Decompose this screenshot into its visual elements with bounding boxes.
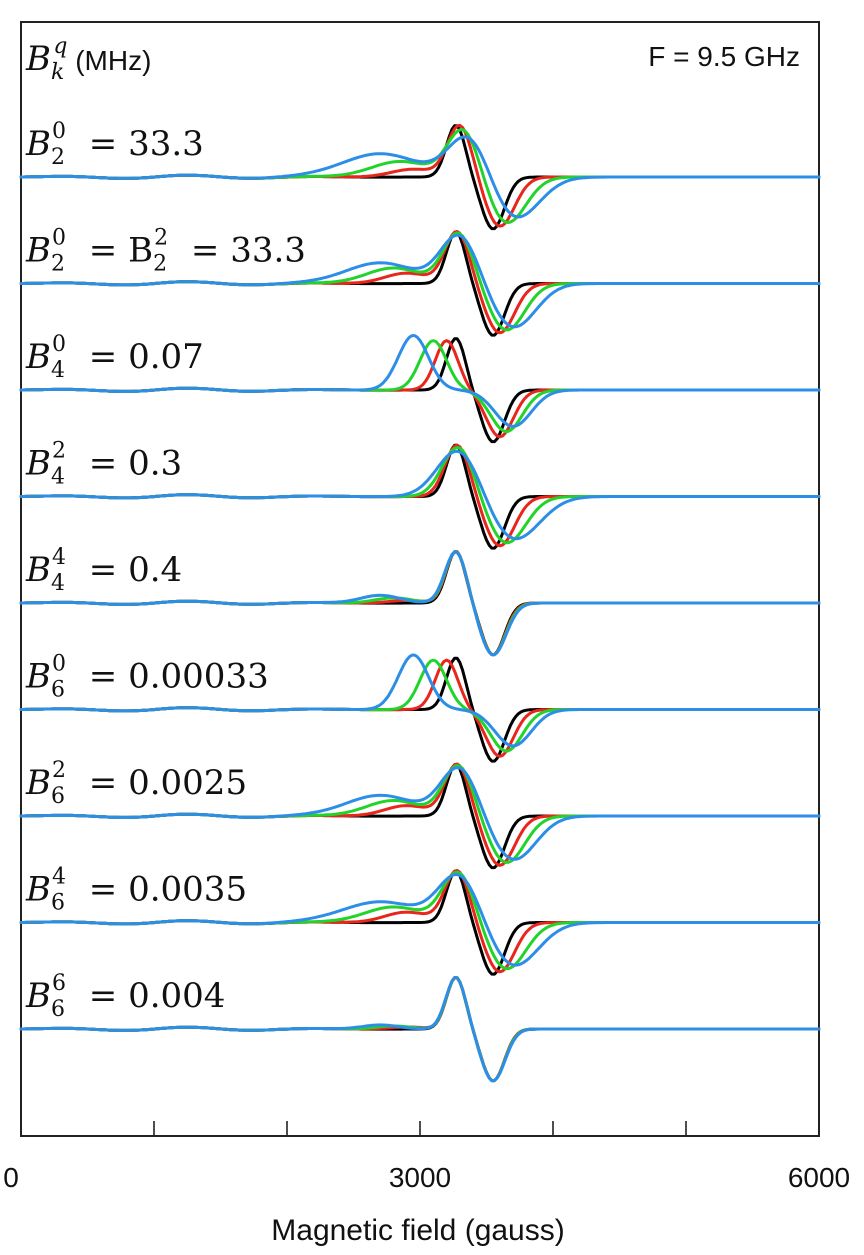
x-tick-label-6000: 6000 bbox=[788, 1162, 850, 1193]
parameter-label-9: B66 = 0.004 bbox=[25, 971, 225, 1022]
parameter-symbol: B bbox=[25, 231, 51, 271]
parameter-subscript: 6 bbox=[51, 997, 65, 1022]
parameter-superscript: 0 bbox=[52, 332, 66, 357]
x-tick-label-3000: 3000 bbox=[389, 1162, 451, 1193]
parameter-symbol: B bbox=[25, 124, 51, 164]
parameter-value: = 0.004 bbox=[78, 976, 225, 1016]
spectrum-panel-4: B42 = 0.3 bbox=[19, 439, 821, 550]
x-tick-label-0: 0 bbox=[3, 1162, 19, 1193]
parameter-label-1: B20 = 33.3 bbox=[25, 119, 204, 170]
parameter-value: = 0.00033 bbox=[78, 657, 269, 697]
parameter-label-8: B64 = 0.0035 bbox=[25, 865, 247, 916]
spectrum-panel-2: B20 = B22 = 33.3 bbox=[19, 226, 821, 337]
parameter-label-6: B60 = 0.00033 bbox=[25, 652, 269, 703]
parameter-value: = 0.0025 bbox=[78, 763, 247, 803]
spectrum-1-trace-4 bbox=[19, 135, 821, 219]
parameter-value: = 0.3 bbox=[78, 444, 182, 484]
unit-text: (MHz) bbox=[67, 45, 151, 76]
parameter-superscript: 2 bbox=[52, 439, 66, 464]
spectrum-4-trace-4 bbox=[19, 449, 821, 541]
parameter-superscript: 0 bbox=[52, 226, 66, 251]
parameter-subscript: 6 bbox=[51, 678, 65, 703]
parameter-subscript: 4 bbox=[51, 358, 65, 383]
parameter-value: = 33.3 bbox=[78, 124, 204, 164]
parameter2-subscript: 2 bbox=[153, 252, 167, 277]
parameter-superscript: 2 bbox=[52, 758, 66, 783]
parameter-symbol: B bbox=[25, 337, 51, 377]
parameter-label-5: B44 = 0.4 bbox=[25, 545, 182, 596]
parameter-label-3: B40 = 0.07 bbox=[25, 332, 204, 383]
parameter-symbol: B bbox=[25, 763, 51, 803]
parameter-value: = 0.07 bbox=[78, 337, 204, 377]
parameter-symbol: B bbox=[25, 444, 51, 484]
spectrum-5-trace-4 bbox=[19, 550, 821, 657]
parameter-subscript: 2 bbox=[51, 145, 65, 170]
parameter-label-7: B62 = 0.0025 bbox=[25, 758, 247, 809]
spectrum-9-trace-4 bbox=[19, 976, 821, 1083]
parameter-subscript: 6 bbox=[51, 891, 65, 916]
spectrum-panel-5: B44 = 0.4 bbox=[19, 545, 821, 657]
spectrum-2-trace-4 bbox=[19, 233, 821, 329]
parameter-value: = 0.4 bbox=[78, 550, 182, 590]
parameter-label-4: B42 = 0.3 bbox=[25, 439, 182, 490]
unit-subscript: k bbox=[51, 60, 64, 85]
parameter-superscript: 0 bbox=[52, 652, 66, 677]
parameter-superscript: 4 bbox=[52, 865, 66, 890]
x-axis-title: Magnetic field (gauss) bbox=[271, 1214, 564, 1247]
parameter2-superscript: 2 bbox=[154, 226, 168, 251]
parameter-superscript: 0 bbox=[52, 119, 66, 144]
spectrum-7-trace-4 bbox=[19, 766, 821, 861]
unit-symbol: B bbox=[25, 39, 51, 79]
parameter2-value: = 33.3 bbox=[180, 231, 306, 271]
parameter-value: = B bbox=[78, 231, 153, 271]
spectrum-panel-9: B66 = 0.004 bbox=[19, 971, 821, 1083]
spectrum-3-trace-4 bbox=[19, 334, 821, 428]
spectrum-panel-1: B20 = 33.3 bbox=[19, 119, 821, 231]
spectrum-panel-8: B64 = 0.0035 bbox=[19, 865, 821, 976]
parameter-value: = 0.0035 bbox=[78, 870, 247, 910]
parameter-subscript: 4 bbox=[51, 465, 65, 490]
x-axis-ticks bbox=[153, 1121, 687, 1136]
parameter-label-2: B20 = B22 = 33.3 bbox=[25, 226, 306, 277]
parameter-subscript: 4 bbox=[51, 571, 65, 596]
frequency-label: F = 9.5 GHz bbox=[648, 41, 800, 72]
parameter-symbol: B bbox=[25, 976, 51, 1016]
parameter-superscript: 6 bbox=[52, 971, 66, 996]
spectrum-panel-6: B60 = 0.00033 bbox=[19, 652, 821, 763]
spectrum-panel-7: B62 = 0.0025 bbox=[19, 758, 821, 870]
spectrum-8-trace-4 bbox=[19, 873, 821, 967]
parameter-superscript: 4 bbox=[52, 545, 66, 570]
parameter-subscript: 2 bbox=[51, 252, 65, 277]
parameter-symbol: B bbox=[25, 657, 51, 697]
spectrum-6-trace-4 bbox=[19, 653, 821, 748]
parameter-subscript: 6 bbox=[51, 784, 65, 809]
unit-superscript: q bbox=[53, 34, 67, 59]
parameter-symbol: B bbox=[25, 550, 51, 590]
spectrum-panel-3: B40 = 0.07 bbox=[19, 332, 821, 444]
unit-label: Bkq (MHz) bbox=[25, 34, 151, 85]
parameter-symbol: B bbox=[25, 870, 51, 910]
